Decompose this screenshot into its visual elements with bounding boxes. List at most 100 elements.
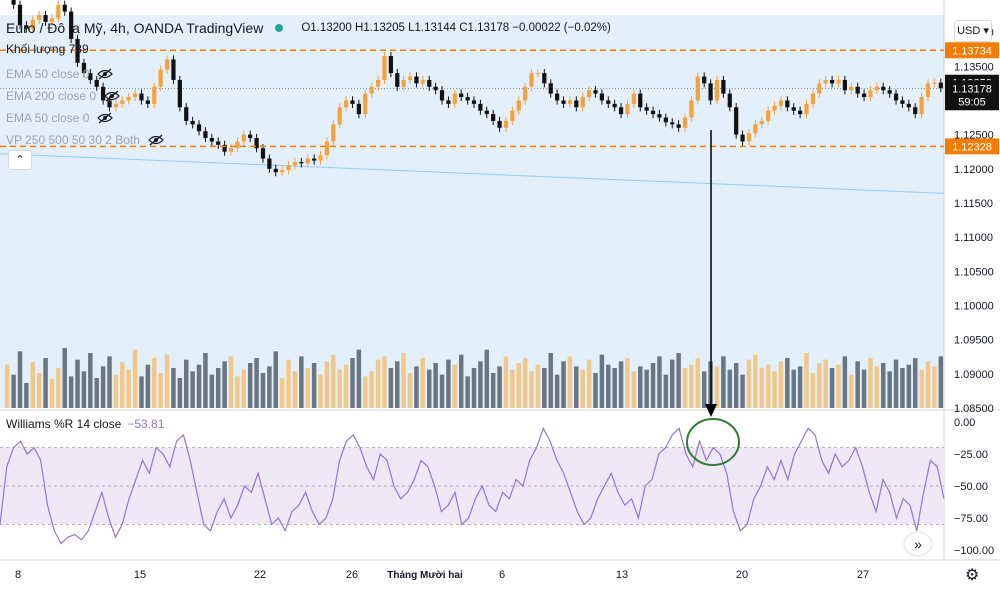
candle-body bbox=[804, 103, 809, 115]
candle-body bbox=[369, 86, 374, 94]
volume-bar bbox=[100, 366, 106, 408]
volume-bar bbox=[350, 358, 355, 408]
candle-body bbox=[555, 93, 560, 101]
volume-bar bbox=[356, 349, 362, 408]
volume-bar bbox=[184, 359, 189, 408]
candle-body bbox=[516, 100, 521, 111]
candle-body bbox=[740, 134, 745, 142]
candle-body bbox=[139, 93, 144, 101]
volume-bar bbox=[612, 368, 617, 408]
volume-label[interactable]: Khối lượng 739 bbox=[6, 42, 89, 56]
volume-bar bbox=[676, 353, 681, 408]
chevron-up-icon[interactable]: ⌃ bbox=[8, 150, 32, 170]
candle-body bbox=[913, 107, 918, 115]
eye-off-icon[interactable] bbox=[104, 90, 120, 102]
volume-bars bbox=[4, 348, 944, 408]
candle-body bbox=[158, 69, 163, 87]
volume-bar bbox=[126, 369, 131, 408]
currency-label: USD bbox=[957, 25, 981, 37]
candle-body bbox=[427, 79, 432, 87]
volume-bar bbox=[324, 361, 330, 408]
volume-bar bbox=[267, 366, 272, 408]
volume-bar bbox=[868, 358, 873, 408]
volume-bar bbox=[606, 364, 611, 408]
indicator-ema50-b[interactable]: EMA 50 close 0 bbox=[6, 108, 114, 128]
oscillator-label: Williams %R 14 close bbox=[6, 417, 122, 431]
volume-bar bbox=[439, 374, 445, 408]
eye-off-icon[interactable] bbox=[148, 134, 164, 146]
wr-line bbox=[0, 426, 945, 545]
candle-body bbox=[670, 122, 675, 125]
volume-bar bbox=[145, 364, 151, 408]
volume-bar bbox=[778, 361, 784, 408]
candle-body bbox=[925, 83, 931, 98]
candle-body bbox=[164, 59, 170, 70]
fast-forward-icon[interactable]: » bbox=[905, 533, 931, 555]
williams-r-line: 0.00 −25.00 −50.00 −75.00 −100.00 bbox=[0, 417, 994, 557]
candle-body bbox=[401, 79, 406, 87]
volume-bar bbox=[746, 359, 752, 408]
candle-body bbox=[631, 93, 636, 104]
price-tick: 1.12500 bbox=[954, 130, 994, 142]
candle-body bbox=[433, 86, 438, 91]
indicator-ema50-a[interactable]: EMA 50 close 0 bbox=[6, 64, 114, 84]
candle-body bbox=[874, 86, 879, 91]
candle-body bbox=[503, 120, 509, 128]
candle-body bbox=[113, 103, 119, 108]
candle-body bbox=[798, 110, 803, 115]
candle-body bbox=[612, 103, 617, 108]
time-tick: 8 bbox=[15, 569, 21, 581]
candle-body bbox=[887, 90, 892, 94]
volume-bar bbox=[292, 371, 298, 408]
indicator-vp[interactable]: VP 250 500 50 30 2 Both bbox=[6, 130, 164, 150]
price-tick: 1.08500 bbox=[954, 403, 994, 415]
volume-bar bbox=[893, 359, 899, 408]
support-price-label: 1.12328 bbox=[952, 141, 992, 153]
volume-bar bbox=[433, 363, 438, 408]
gear-icon[interactable]: ⚙ bbox=[965, 567, 980, 584]
candle-body bbox=[24, 25, 29, 29]
volume-bar bbox=[241, 369, 247, 408]
candle-body bbox=[209, 138, 214, 142]
annotation bbox=[686, 130, 740, 466]
candle-body bbox=[312, 158, 317, 161]
volume-bar bbox=[548, 353, 553, 408]
candle-body bbox=[299, 161, 304, 164]
candle-body bbox=[497, 120, 502, 128]
symbol-title[interactable]: Euro / Đô la Mỹ, 4h, OANDA TradingView bbox=[6, 20, 264, 36]
volume-bar bbox=[503, 356, 509, 408]
candle-body bbox=[529, 73, 534, 87]
volume-bar bbox=[849, 374, 854, 408]
candle-body bbox=[893, 93, 899, 101]
candle-body bbox=[337, 107, 342, 125]
candle-body bbox=[881, 86, 886, 91]
oscillator-legend[interactable]: Williams %R 14 close −53.81 bbox=[6, 417, 164, 431]
eye-off-icon[interactable] bbox=[97, 68, 114, 80]
wr-tick: −50.00 bbox=[954, 481, 988, 493]
time-tick: 20 bbox=[736, 569, 748, 581]
volume-bar bbox=[113, 374, 119, 408]
currency-select[interactable]: USD ▾ bbox=[954, 20, 992, 42]
candle-body bbox=[350, 100, 355, 104]
volume-bar bbox=[382, 356, 387, 408]
volume-bar bbox=[363, 376, 368, 408]
indicator-ema200[interactable]: EMA 200 close 0 bbox=[6, 86, 120, 106]
candle-body bbox=[849, 86, 854, 91]
candle-body bbox=[439, 90, 445, 101]
time-tick: Tháng Mười hai bbox=[387, 570, 463, 581]
candle-body bbox=[11, 0, 16, 5]
volume-bar bbox=[331, 354, 336, 408]
candle-body bbox=[657, 114, 662, 118]
candle-body bbox=[388, 56, 393, 74]
volume-bar bbox=[75, 359, 80, 408]
volume-bar bbox=[753, 354, 758, 408]
price-tick: 1.13500 bbox=[954, 61, 994, 73]
volume-bar bbox=[772, 371, 777, 408]
candle-body bbox=[88, 73, 93, 80]
eye-off-icon[interactable] bbox=[97, 112, 114, 124]
price-tick: 1.11500 bbox=[954, 198, 993, 210]
volume-bar bbox=[861, 369, 867, 408]
candle-body bbox=[69, 11, 74, 39]
candle-body bbox=[228, 148, 234, 152]
indicator-label: EMA 50 close 0 bbox=[6, 67, 90, 81]
